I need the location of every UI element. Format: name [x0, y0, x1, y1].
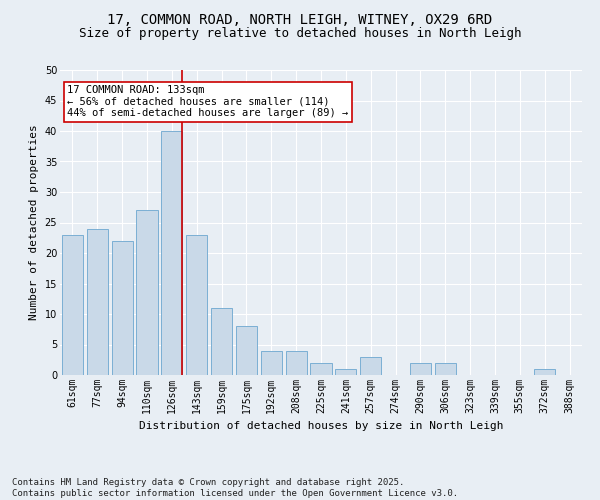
Bar — [435, 363, 456, 375]
Y-axis label: Number of detached properties: Number of detached properties — [29, 124, 39, 320]
Bar — [335, 369, 356, 375]
Bar — [112, 241, 133, 375]
Bar — [534, 369, 555, 375]
Bar — [286, 350, 307, 375]
Bar — [310, 363, 332, 375]
Bar — [186, 234, 207, 375]
Text: Contains HM Land Registry data © Crown copyright and database right 2025.
Contai: Contains HM Land Registry data © Crown c… — [12, 478, 458, 498]
Bar — [211, 308, 232, 375]
Text: 17, COMMON ROAD, NORTH LEIGH, WITNEY, OX29 6RD: 17, COMMON ROAD, NORTH LEIGH, WITNEY, OX… — [107, 12, 493, 26]
Bar — [360, 356, 381, 375]
Bar — [410, 363, 431, 375]
Bar — [136, 210, 158, 375]
Bar — [261, 350, 282, 375]
Bar — [236, 326, 257, 375]
Bar — [87, 228, 108, 375]
Text: Size of property relative to detached houses in North Leigh: Size of property relative to detached ho… — [79, 28, 521, 40]
Bar — [161, 131, 182, 375]
Text: 17 COMMON ROAD: 133sqm
← 56% of detached houses are smaller (114)
44% of semi-de: 17 COMMON ROAD: 133sqm ← 56% of detached… — [67, 85, 349, 118]
Bar — [62, 234, 83, 375]
X-axis label: Distribution of detached houses by size in North Leigh: Distribution of detached houses by size … — [139, 422, 503, 432]
